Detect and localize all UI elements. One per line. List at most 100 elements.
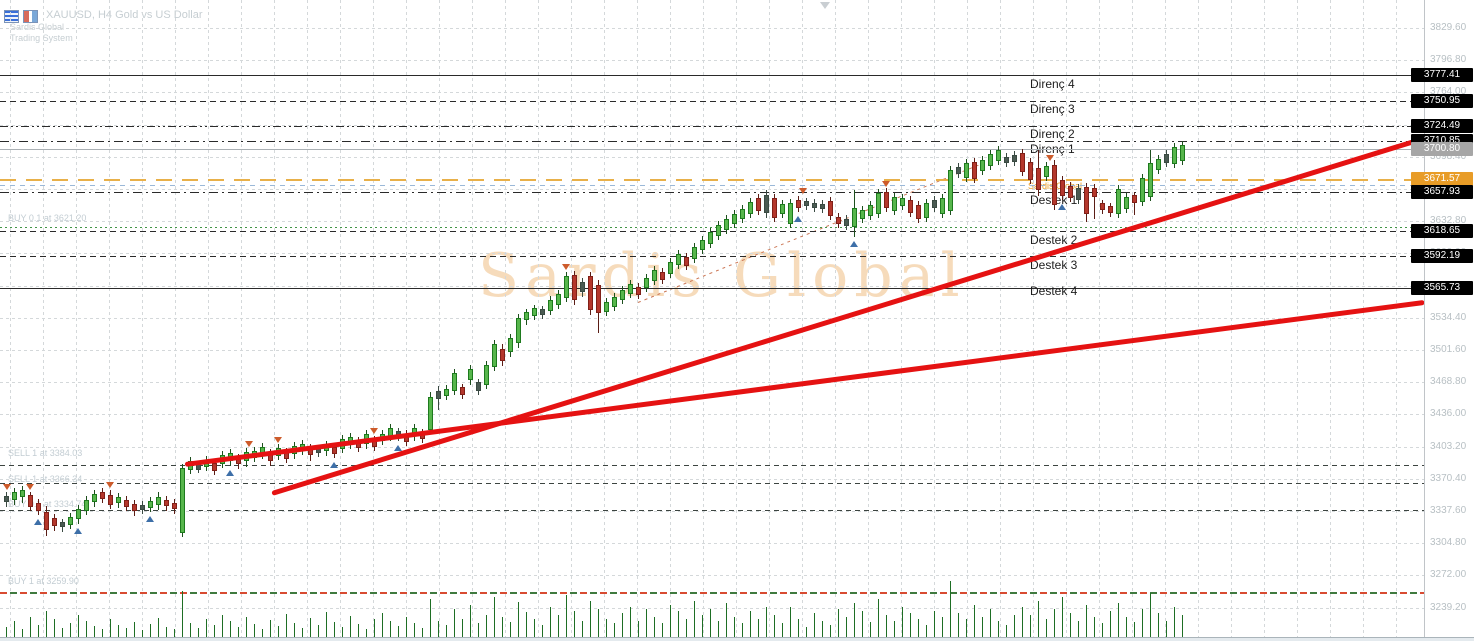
candle-body	[1116, 189, 1121, 214]
candle-body	[332, 447, 337, 454]
volume-bar	[246, 617, 247, 637]
candle-body	[12, 492, 17, 500]
grid-line-horizontal	[0, 286, 1424, 287]
candle-body	[908, 200, 913, 213]
grid-line-horizontal	[0, 125, 1424, 126]
chart-canvas[interactable]: XAUUSD, H4 Gold vs US Dollar Sardis Glob…	[0, 0, 1424, 637]
axis-tick-label: 3698.40	[1430, 151, 1467, 162]
volume-bar	[878, 599, 879, 637]
grid-line-horizontal	[0, 221, 1424, 222]
level-line	[0, 231, 1424, 232]
volume-bar	[886, 615, 887, 637]
volume-bar	[718, 621, 719, 637]
trendline[interactable]	[271, 136, 1424, 496]
candle-body	[884, 192, 889, 208]
candle-body	[692, 247, 697, 259]
volume-bar	[518, 602, 519, 637]
volume-bar	[222, 615, 223, 637]
candle-body	[732, 214, 737, 224]
volume-bar	[294, 623, 295, 637]
volume-bar	[822, 621, 823, 637]
volume-bar	[54, 619, 55, 637]
axis-tick-label: 3829.60	[1430, 22, 1467, 33]
volume-bar	[974, 605, 975, 637]
candle-body	[572, 275, 577, 300]
volume-bar	[206, 619, 207, 637]
volume-bar	[438, 621, 439, 637]
volume-bar	[22, 629, 23, 637]
candle-body	[860, 210, 865, 219]
buy-signal-arrow-icon	[330, 462, 338, 468]
volume-bar	[990, 609, 991, 637]
volume-bar	[326, 612, 327, 637]
volume-bar	[1086, 605, 1087, 637]
volume-bar	[1126, 617, 1127, 637]
volume-bar	[422, 628, 423, 637]
one-click-trading-icon[interactable]	[4, 10, 19, 23]
order-label: SELL 1 at 3384.03	[8, 448, 83, 458]
volume-bar	[950, 581, 951, 637]
candle-body	[836, 217, 841, 224]
volume-bar	[350, 616, 351, 637]
volume-bar	[558, 615, 559, 637]
volume-bar	[1030, 615, 1031, 637]
candle-body	[844, 219, 849, 226]
volume-bar	[686, 619, 687, 637]
level-line	[0, 149, 1424, 150]
candle-body	[1124, 197, 1129, 209]
candle-body	[476, 382, 481, 391]
volume-bar	[86, 621, 87, 637]
volume-bar	[694, 601, 695, 637]
volume-bar	[382, 613, 383, 637]
candle-body	[428, 397, 433, 430]
volume-bar	[6, 627, 7, 637]
level-line	[0, 141, 1424, 142]
level-label: Destek 2	[1030, 233, 1078, 247]
candle-body	[556, 294, 561, 305]
candle-body	[788, 203, 793, 224]
trendline[interactable]	[184, 300, 1424, 467]
time-axis[interactable]	[0, 637, 1474, 641]
volume-bar	[534, 619, 535, 637]
volume-bar	[670, 605, 671, 637]
volume-bar	[470, 605, 471, 637]
candle-body	[1108, 206, 1113, 213]
grid-line-horizontal	[0, 414, 1424, 415]
candle-body	[932, 200, 937, 208]
axis-tick-label: 3403.20	[1430, 441, 1467, 452]
buy-signal-arrow-icon	[74, 528, 82, 534]
axis-tick-label: 3436.00	[1430, 408, 1467, 419]
grid-line-horizontal	[0, 608, 1424, 609]
candle-body	[1148, 163, 1153, 197]
candle-body	[140, 505, 145, 510]
candle-body	[820, 204, 825, 209]
volume-bar	[254, 624, 255, 637]
volume-bar	[902, 607, 903, 637]
volume-bar	[126, 628, 127, 637]
price-badge: 3671.57	[1411, 172, 1473, 186]
candle-body	[972, 162, 977, 179]
candle-body	[716, 225, 721, 236]
candle-body	[740, 209, 745, 219]
volume-bar	[1054, 609, 1055, 637]
volume-bar	[102, 629, 103, 637]
volume-bar	[894, 621, 895, 637]
candle-body	[92, 494, 97, 502]
order-line	[0, 510, 1424, 511]
volume-bar	[1014, 615, 1015, 637]
scroll-position-marker[interactable]	[820, 2, 830, 9]
candle-body	[1140, 178, 1145, 202]
volume-bar	[582, 621, 583, 637]
candle-body	[644, 278, 649, 288]
volume-bar	[1110, 611, 1111, 637]
grid-line-horizontal	[0, 253, 1424, 254]
chart-type-icon[interactable]	[23, 10, 38, 23]
candle-body	[76, 509, 81, 519]
volume-bar	[1094, 617, 1095, 637]
volume-bar	[846, 617, 847, 637]
sell-signal-arrow-icon	[1046, 155, 1054, 161]
volume-bar	[166, 627, 167, 637]
candle-body	[764, 195, 769, 213]
candle-body	[796, 200, 801, 208]
volume-bar	[494, 597, 495, 637]
